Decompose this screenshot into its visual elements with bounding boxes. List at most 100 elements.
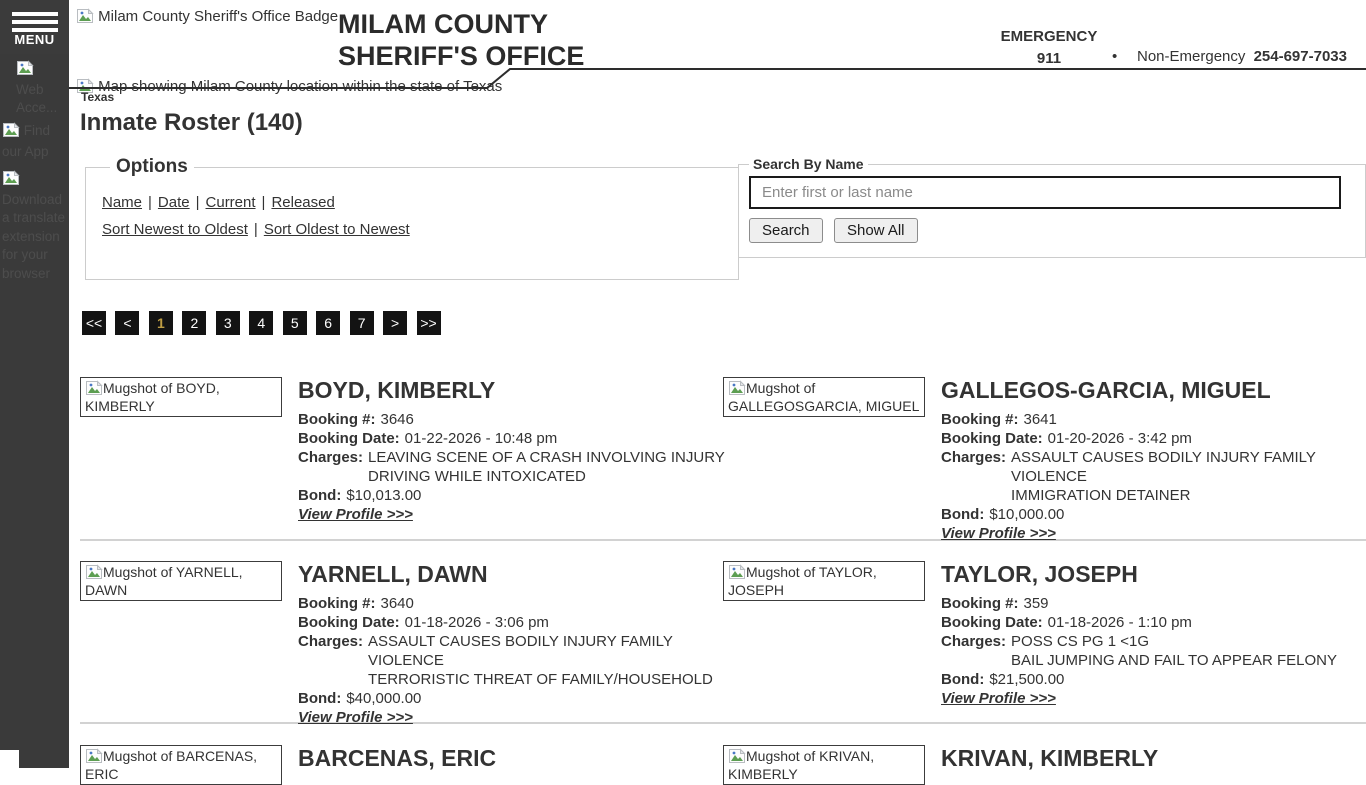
mugshot-image: Mugshot of BOYD, KIMBERLY	[80, 377, 282, 417]
inmate-card: Mugshot of BOYD, KIMBERLY BOYD, KIMBERLY…	[80, 377, 725, 523]
pagination-page-4[interactable]: 4	[249, 311, 274, 335]
filter-link-current[interactable]: Current	[205, 194, 256, 211]
booking-date-label: Booking Date:	[941, 614, 1043, 631]
charges-value: ASSAULT CAUSES BODILY INJURY FAMILY VIOL…	[1011, 449, 1316, 504]
pagination-last[interactable]: >>	[416, 311, 441, 335]
bond-label: Bond:	[298, 487, 342, 504]
view-profile-link[interactable]: View Profile >>>	[298, 506, 413, 523]
inmate-name: BARCENAS, ERIC	[298, 745, 497, 771]
sidebar-item-label: Find our App	[2, 123, 51, 159]
filter-link-date[interactable]: Date	[157, 194, 190, 211]
booking-number-label: Booking #:	[298, 411, 376, 428]
county-map-image: Map showing Milam County location within…	[76, 78, 502, 95]
sort-links-row: Sort Newest to Oldest | Sort Oldest to New…	[102, 221, 722, 238]
broken-image-icon	[85, 380, 103, 396]
booking-number-value: 3646	[380, 411, 414, 428]
sort-link-oldest-to-newest[interactable]: Sort Oldest to Newest	[263, 221, 410, 238]
inmate-name: KRIVAN, KIMBERLY	[941, 745, 1159, 771]
view-profile-link[interactable]: View Profile >>>	[941, 690, 1056, 707]
charges-label: Charges:	[941, 633, 1007, 650]
filter-links-row: Name | Date | Current | Released	[102, 194, 722, 211]
broken-image-icon	[728, 564, 746, 580]
link-separator: |	[195, 194, 200, 211]
charges-label: Charges:	[941, 449, 1007, 466]
booking-date-label: Booking Date:	[941, 430, 1043, 447]
inmate-name: GALLEGOS-GARCIA, MIGUEL	[941, 377, 1271, 403]
sidebar-item-web-accessibility[interactable]: Web Acce...	[16, 60, 62, 118]
charges-label: Charges:	[298, 633, 364, 650]
mugshot-alt-text: Mugshot of KRIVAN, KIMBERLY	[728, 748, 875, 782]
mugshot-image: Mugshot of TAYLOR, JOSEPH	[723, 561, 925, 601]
options-fieldset: Options Name | Date | Current | Released Sort …	[85, 156, 739, 280]
booking-number-label: Booking #:	[941, 411, 1019, 428]
emergency-label: EMERGENCY	[1000, 28, 1098, 45]
view-profile-link[interactable]: View Profile >>>	[298, 709, 413, 726]
sidebar-item-label: Web Acce...	[16, 81, 58, 116]
broken-image-icon	[728, 748, 746, 764]
charges-value: LEAVING SCENE OF A CRASH INVOLVING INJUR…	[368, 449, 725, 485]
booking-number-value: 3641	[1023, 411, 1057, 428]
pagination: << < 1 2 3 4 5 6 7 > >>	[82, 311, 446, 335]
site-title-line2: SHERIFF'S OFFICE	[338, 41, 585, 71]
pagination-prev[interactable]: <	[115, 311, 140, 335]
bond-value: $21,500.00	[989, 671, 1065, 688]
site-title-line1: MILAM COUNTY	[338, 9, 548, 39]
pagination-page-1[interactable]: 1	[148, 311, 173, 335]
inmate-card: Mugshot of BARCENAS, ERIC BARCENAS, ERIC	[80, 745, 720, 785]
mugshot-image: Mugshot of YARNELL, DAWN	[80, 561, 282, 601]
inmate-card: Mugshot of GALLEGOSGARCIA, MIGUEL GALLEG…	[723, 377, 1363, 542]
inmate-name: TAYLOR, JOSEPH	[941, 561, 1138, 587]
pagination-page-5[interactable]: 5	[282, 311, 307, 335]
menu-button[interactable]: MENU	[0, 0, 69, 54]
inmate-details: KRIVAN, KIMBERLY	[941, 745, 1366, 778]
pagination-page-7[interactable]: 7	[349, 311, 374, 335]
pagination-page-3[interactable]: 3	[215, 311, 240, 335]
search-legend: Search By Name	[753, 156, 864, 172]
bond-label: Bond:	[298, 690, 342, 707]
show-all-button[interactable]: Show All	[833, 218, 918, 243]
bond-value: $40,000.00	[346, 690, 422, 707]
bullet-separator: •	[1112, 48, 1118, 65]
bond-label: Bond:	[941, 506, 985, 523]
mugshot-image: Mugshot of BARCENAS, ERIC	[80, 745, 282, 785]
link-separator: |	[253, 221, 258, 238]
options-legend: Options	[116, 156, 188, 177]
inmate-card: Mugshot of KRIVAN, KIMBERLY KRIVAN, KIMB…	[723, 745, 1363, 785]
sidebar-item-label: Download a translate extension for your …	[2, 191, 66, 281]
inmate-details: TAYLOR, JOSEPH Booking #: 359 Booking Dat…	[941, 561, 1366, 708]
emergency-number: 911	[1036, 50, 1062, 67]
site-title: MILAM COUNTY SHERIFF'S OFFICE	[338, 8, 584, 72]
broken-image-icon	[2, 170, 66, 189]
inmate-card: Mugshot of YARNELL, DAWN YARNELL, DAWN B…	[80, 561, 720, 726]
map-alt-text: Map showing Milam County location within…	[98, 78, 503, 95]
mugshot-alt-text: Mugshot of BOYD, KIMBERLY	[85, 380, 220, 414]
menu-label: MENU	[14, 31, 55, 47]
search-buttons-row: Search Show All	[749, 218, 1355, 243]
pagination-page-6[interactable]: 6	[316, 311, 341, 335]
row-divider	[80, 539, 1366, 541]
filter-link-name[interactable]: Name	[102, 194, 143, 211]
pagination-first[interactable]: <<	[82, 311, 106, 335]
broken-image-icon	[16, 60, 62, 79]
charges-value: POSS CS PG 1 <1G BAIL JUMPING AND FAIL TO…	[1011, 633, 1337, 669]
sidebar-item-translate-extension[interactable]: Download a translate extension for your …	[2, 170, 66, 283]
badge-alt-text: Milam County Sheriff's Office Badge	[98, 8, 339, 25]
link-separator: |	[261, 194, 266, 211]
charges-value: ASSAULT CAUSES BODILY INJURY FAMILY VIOL…	[368, 633, 713, 688]
sidebar-item-find-our-app[interactable]: Find our App	[2, 122, 66, 161]
inmate-name: YARNELL, DAWN	[298, 561, 488, 587]
sort-link-newest-to-oldest[interactable]: Sort Newest to Oldest	[102, 221, 248, 238]
pagination-next[interactable]: >	[383, 311, 408, 335]
booking-number-value: 3640	[380, 595, 414, 612]
non-emergency-block: Non-Emergency 254-697-7033	[1137, 48, 1347, 65]
search-button[interactable]: Search	[749, 218, 823, 243]
non-emergency-label: Non-Emergency	[1137, 48, 1246, 65]
search-input[interactable]	[749, 176, 1341, 209]
emergency-block: EMERGENCY 911	[989, 26, 1109, 70]
filter-link-released[interactable]: Released	[271, 194, 335, 211]
pagination-page-2[interactable]: 2	[182, 311, 207, 335]
mugshot-image: Mugshot of GALLEGOSGARCIA, MIGUEL	[723, 377, 925, 417]
view-profile-link[interactable]: View Profile >>>	[941, 525, 1056, 542]
booking-date-label: Booking Date:	[298, 430, 400, 447]
mugshot-image: Mugshot of KRIVAN, KIMBERLY	[723, 745, 925, 785]
